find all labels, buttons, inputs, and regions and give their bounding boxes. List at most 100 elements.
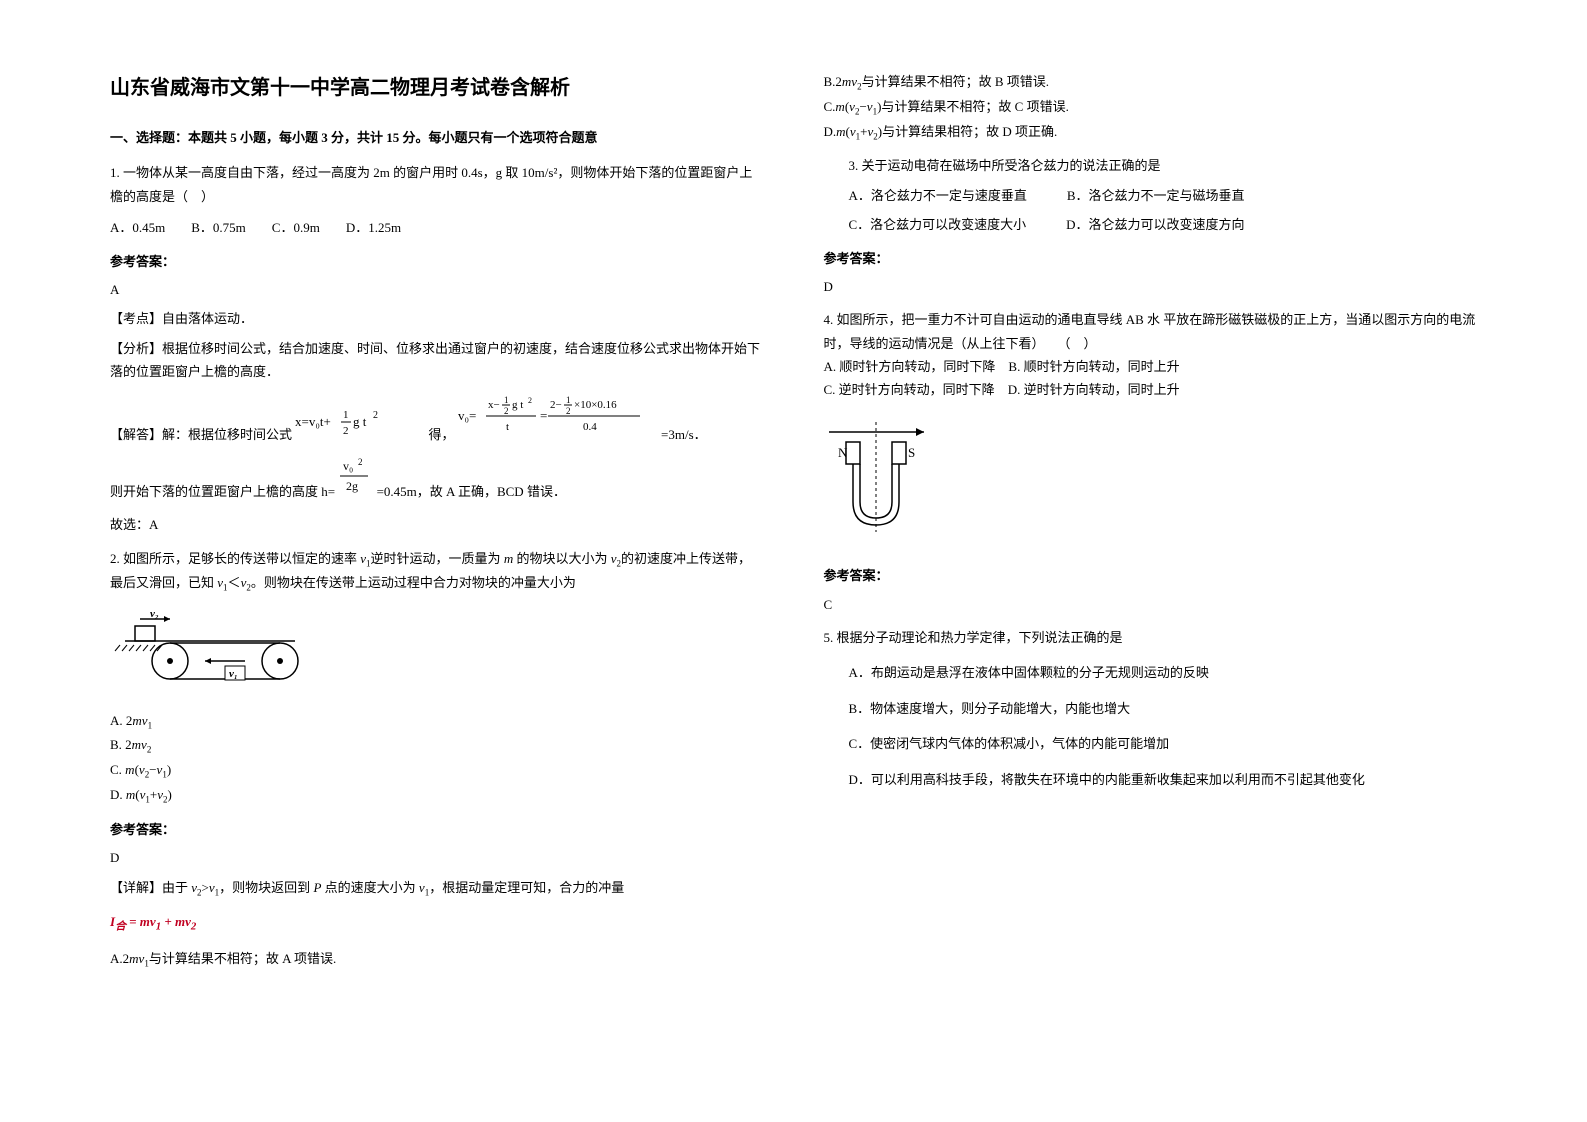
q2ra: A.2 [110, 951, 129, 966]
svg-text:2: 2 [528, 396, 532, 405]
svg-text:=: = [540, 408, 547, 423]
q1-answer-label: 参考答案： [110, 250, 764, 273]
q3-optB: B．洛仑兹力不一定与磁场垂直 [1067, 184, 1245, 207]
svg-text:x=v₀t+: x=v₀t+ [295, 414, 331, 429]
q5-optC: C．使密闭气球内气体的体积减小，气体的内能可能增加 [849, 732, 1478, 755]
q1-analysis: 【分析】根据位移时间公式，结合加速度、时间、位移求出通过窗户的初速度，结合速度位… [110, 337, 764, 384]
question-5: 5. 根据分子动理论和热力学定律，下列说法正确的是 A．布朗运动是悬浮在液体中固… [824, 626, 1478, 791]
q4d: D. 逆时针方向转动，同时上升 [1008, 382, 1180, 397]
q2rd: D. [824, 124, 837, 139]
svg-text:x−: x− [488, 399, 500, 411]
svg-text:t: t [506, 421, 509, 433]
svg-text:g t: g t [512, 399, 523, 411]
q3-row2: C．洛仑兹力可以改变速度大小 D．洛仑兹力可以改变速度方向 [849, 213, 1478, 236]
q2rb: B.2 [824, 74, 842, 89]
q2-t3: 的物块以大小为 [513, 551, 611, 566]
formula-svg-3: v₀ 2 2g [338, 456, 373, 496]
q1-formula-2: 则开始下落的位置距窗户上檐的高度 h= v₀ 2 2g =0.45m，故 A 正… [110, 456, 764, 503]
svg-text:1: 1 [504, 395, 509, 405]
q5-optB: B．物体速度增大，则分子动能增大，内能也增大 [849, 697, 1478, 720]
magnet-n-label: N [838, 445, 848, 460]
q2-optB: B. 2mv2 [110, 733, 764, 758]
belt-v2-label: v₂ [150, 611, 159, 620]
q3-answer-label: 参考答案： [824, 247, 1478, 270]
q2-t5: 。则物块在传送带上运动过程中合力对物块的冲量大小为 [251, 575, 576, 590]
q1-text: 1. 一物体从某一高度自由下落，经过一高度为 2m 的窗户用时 0.4s，g 取… [110, 161, 764, 208]
q1-solve5: =0.45m，故 A 正确，BCD 错误． [377, 484, 566, 499]
svg-text:2: 2 [373, 410, 378, 421]
q5-text: 5. 根据分子动理论和热力学定律，下列说法正确的是 [824, 626, 1478, 649]
q2-resA: A.2mv1与计算结果不相符；故 A 项错误. [110, 947, 764, 972]
q2rc: C. [824, 99, 836, 114]
q1-solve4: 则开始下落的位置距窗户上檐的高度 h= [110, 484, 335, 499]
q3-optA: A．洛仑兹力不一定与速度垂直 [849, 184, 1027, 207]
q1-solve2: 得， [429, 427, 455, 442]
q2-resD: D.m(v1+v2)与计算结果相符；故 D 项正确. [824, 120, 1478, 145]
q2-answer-label: 参考答案： [110, 818, 764, 841]
q2-resB: B.2mv2与计算结果不相符；故 B 项错误. [824, 70, 1478, 95]
q2d-prefix: D. [110, 787, 126, 802]
q2d4: ，根据动量定理可知，合力的冲量 [429, 880, 624, 895]
q1-answer: A [110, 278, 764, 301]
q3-text: 3. 关于运动电荷在磁场中所受洛仑兹力的说法正确的是 [849, 154, 1478, 177]
svg-text:2: 2 [504, 406, 509, 416]
svg-text:v₀=: v₀= [458, 408, 476, 423]
svg-text:v₀: v₀ [343, 459, 353, 473]
svg-text:2: 2 [343, 425, 349, 437]
right-column: B.2mv2与计算结果不相符；故 B 项错误. C.m(v2−v1)与计算结果不… [824, 70, 1478, 1052]
q2d1: 【详解】由于 [110, 880, 191, 895]
q3-row1: A．洛仑兹力不一定与速度垂直 B．洛仑兹力不一定与磁场垂直 [849, 184, 1478, 207]
q4-answer: C [824, 593, 1478, 616]
svg-text:1: 1 [566, 395, 571, 405]
q5-optA: A．布朗运动是悬浮在液体中固体颗粒的分子无规则运动的反映 [849, 661, 1478, 684]
svg-text:2−: 2− [550, 399, 562, 411]
q2-text: 2. 如图所示，足够长的传送带以恒定的速率 v1逆时针运动，一质量为 m 的物块… [110, 547, 764, 597]
belt-v1-label: v₁ [229, 668, 238, 680]
q2ra2: 与计算结果不相符；故 A 项错误. [149, 951, 336, 966]
q2d3: 点的速度大小为 [321, 880, 419, 895]
q2b-prefix: B. 2 [110, 737, 132, 752]
q1-solve1: 【解答】解：根据位移时间公式 [110, 427, 292, 442]
belt-diagram: v₂ [110, 611, 310, 693]
q4-optsCD: C. 逆时针方向转动，同时下降 D. 逆时针方向转动，同时上升 [824, 378, 1478, 401]
left-column: 山东省威海市文第十一中学高二物理月考试卷含解析 一、选择题：本题共 5 小题，每… [110, 70, 764, 1052]
svg-text:0.4: 0.4 [583, 421, 597, 433]
question-1: 1. 一物体从某一高度自由下落，经过一高度为 2m 的窗户用时 0.4s，g 取… [110, 161, 764, 536]
q4-answer-label: 参考答案： [824, 564, 1478, 587]
q1-options: A．0.45m B．0.75m C．0.9m D．1.25m [110, 216, 764, 239]
q1-conclusion: 故选：A [110, 513, 764, 536]
q2-t1: 2. 如图所示，足够长的传送带以恒定的速率 [110, 551, 360, 566]
formula-svg-1: x=v₀t+ 1 2 g t 2 [295, 404, 425, 439]
q2-answer: D [110, 846, 764, 869]
svg-text:1: 1 [343, 409, 349, 421]
q3-answer: D [824, 275, 1478, 298]
q2-resC: C.m(v2−v1)与计算结果不相符；故 C 项错误. [824, 95, 1478, 120]
q4b: B. 顺时针方向转动，同时上升 [1008, 359, 1179, 374]
q2a-prefix: A. 2 [110, 713, 132, 728]
q2-impulse-formula: I合 = mv1 + mv2 [110, 910, 764, 937]
section-header: 一、选择题：本题共 5 小题，每小题 3 分，共计 15 分。每小题只有一个选项… [110, 126, 764, 149]
q2c-prefix: C. [110, 762, 125, 777]
q5-optD: D．可以利用高科技手段，将散失在环境中的内能重新收集起来加以利用而不引起其他变化 [849, 768, 1478, 791]
q2-optD: D. m(v1+v2) [110, 783, 764, 808]
q2-optC: C. m(v2−v1) [110, 758, 764, 783]
q2d2: ，则物块返回到 [219, 880, 313, 895]
q1-formula-1: 【解答】解：根据位移时间公式 x=v₀t+ 1 2 g t 2 得， v₀= x… [110, 394, 764, 446]
page-title: 山东省威海市文第十一中学高二物理月考试卷含解析 [110, 70, 764, 106]
q4-text: 4. 如图所示，把一重力不计可自由运动的通电直导线 AB 水 平放在蹄形磁铁磁极… [824, 308, 1478, 355]
q3-optC: C．洛仑兹力可以改变速度大小 [849, 213, 1027, 236]
q1-solve3: =3m/s． [661, 427, 707, 442]
question-4: 4. 如图所示，把一重力不计可自由运动的通电直导线 AB 水 平放在蹄形磁铁磁极… [824, 308, 1478, 616]
svg-text:g t: g t [353, 414, 367, 429]
magnet-diagram: N S [824, 417, 924, 549]
question-3: 3. 关于运动电荷在磁场中所受洛仑兹力的说法正确的是 A．洛仑兹力不一定与速度垂… [824, 154, 1478, 298]
svg-text:2: 2 [358, 457, 363, 467]
q2rb2: 与计算结果不相符；故 B 项错误. [862, 74, 1049, 89]
q4c: C. 逆时针方向转动，同时下降 [824, 382, 995, 397]
q2-detail: 【详解】由于 v2>v1，则物块返回到 P 点的速度大小为 v1，根据动量定理可… [110, 876, 764, 901]
q2rd2: 与计算结果相符；故 D 项正确. [882, 124, 1057, 139]
q2-t2: 逆时针运动，一质量为 [371, 551, 504, 566]
question-2: 2. 如图所示，足够长的传送带以恒定的速率 v1逆时针运动，一质量为 m 的物块… [110, 547, 764, 973]
q4a: A. 顺时针方向转动，同时下降 [824, 359, 996, 374]
magnet-s-label: S [908, 445, 915, 460]
